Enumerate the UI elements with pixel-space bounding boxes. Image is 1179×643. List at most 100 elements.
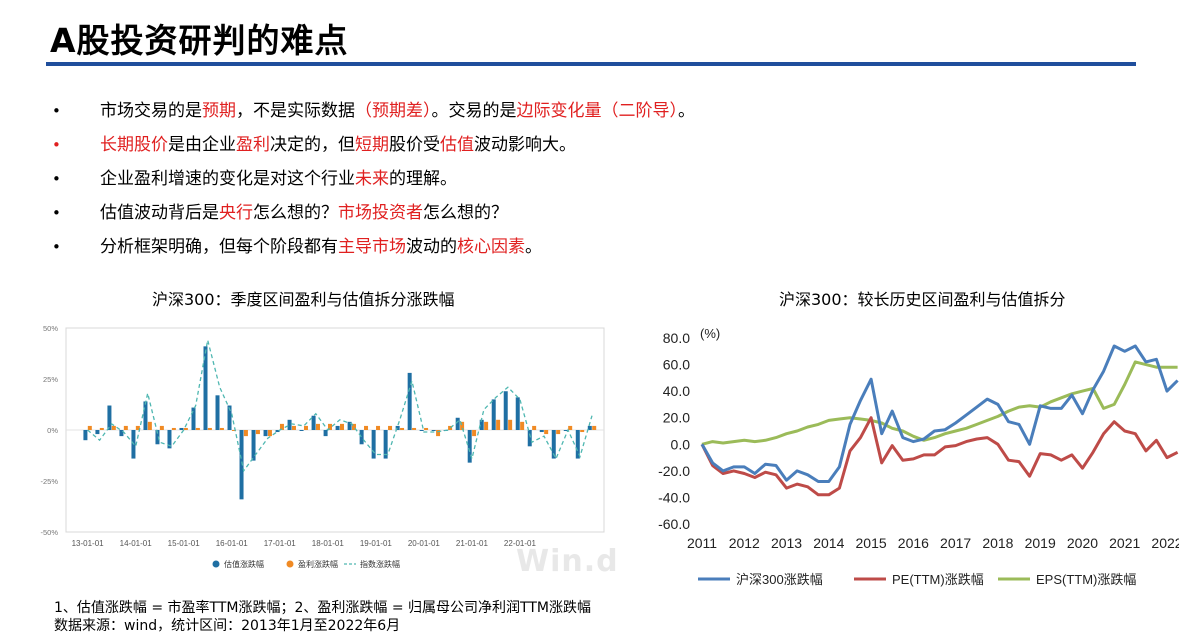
y-tick-label: -60.0 [658, 516, 690, 532]
bullet-text: 怎么想的？ [423, 203, 508, 223]
bullet-text: 波动影响大。 [474, 135, 576, 155]
bullet-text: 企业盈利增速的变化是对这个行业 [100, 169, 355, 189]
earnings-bar [147, 421, 152, 430]
earnings-bar [255, 430, 260, 435]
earnings-bar [99, 427, 104, 430]
bullet-text: 。交易的是 [431, 101, 517, 121]
earnings-bar [424, 427, 429, 430]
earnings-bar [496, 419, 501, 430]
earnings-bar [460, 421, 465, 430]
earnings-bar [472, 430, 477, 437]
earnings-bar [243, 430, 248, 437]
earnings-bar [544, 430, 549, 435]
bullet-text: 。 [678, 101, 695, 121]
y-tick-label: -20.0 [658, 463, 690, 479]
earnings-bar [400, 427, 405, 430]
x-tick-label: 2022 [1151, 535, 1179, 551]
legend-pe-label: PE(TTM)涨跌幅 [892, 572, 984, 587]
y-tick-label: 0% [47, 426, 58, 435]
valuation-bar [491, 399, 496, 430]
earnings-bar [267, 430, 272, 437]
bullet-item: • 分析框架明确，但每个阶段都有主导市场波动的核心因素。 [52, 232, 695, 266]
valuation-bar [95, 430, 100, 435]
bullet-text: 。 [525, 237, 542, 257]
y-tick-label: -50% [40, 528, 58, 537]
highlight-text: 边际变化量（二阶导） [516, 101, 679, 121]
earnings-bar [592, 425, 597, 430]
hs300-change-line [700, 344, 1179, 483]
earnings-bar [340, 423, 345, 430]
x-tick-label: 2020 [1067, 535, 1098, 551]
earnings-bar [171, 427, 176, 430]
valuation-bar [239, 430, 244, 500]
legend-eps-label: EPS(TTM)涨跌幅 [1036, 572, 1136, 587]
x-tick-label: 15-01-01 [168, 539, 201, 548]
right-chart-title: 沪深300：较长历史区间盈利与估值拆分 [779, 290, 1066, 309]
highlight-text: 估值 [440, 135, 474, 155]
earnings-bar [291, 425, 296, 430]
earnings-bar [556, 430, 561, 435]
x-tick-label: 2013 [771, 535, 802, 551]
valuation-bar [155, 430, 160, 445]
earnings-bar [484, 421, 489, 430]
valuation-bar [335, 425, 340, 430]
valuation-bar [227, 405, 232, 430]
bullet-text: ，不是实际数据 [236, 101, 355, 121]
bullet-text: 是由企业 [168, 135, 236, 155]
earnings-bar [123, 425, 128, 430]
valuation-bar [287, 419, 292, 430]
valuation-bar [167, 430, 172, 449]
valuation-bar [539, 430, 544, 433]
valuation-bar [299, 430, 304, 431]
valuation-bar [407, 372, 412, 430]
legend-valuation-marker [212, 560, 220, 568]
valuation-bar [251, 430, 256, 461]
highlight-text: 市场投资者 [338, 203, 423, 223]
bullet-item: • 企业盈利增速的变化是对这个行业未来的理解。 [52, 164, 695, 198]
pe-ttm-change-line [700, 416, 1179, 497]
x-tick-label: 2016 [898, 535, 929, 551]
bullet-text: 的理解。 [389, 169, 457, 189]
highlight-text: 未来 [355, 169, 389, 189]
earnings-bar [183, 427, 188, 430]
legend-valuation-label: 估值涨跌幅 [224, 559, 264, 569]
y-tick-label: 40.0 [663, 383, 690, 399]
long-history-decomposition-chart: 80.0 60.0 40.0 20.0 0.0 -20.0 -40.0 -60.0 (%) 201… [658, 326, 1179, 587]
x-tick-label: 2021 [1109, 535, 1140, 551]
legend-hs300-label: 沪深300涨跌幅 [736, 572, 823, 587]
bullet-text: 市场交易的是 [100, 101, 202, 121]
legend-index-label: 指数涨跌幅 [360, 559, 400, 569]
valuation-bar [563, 430, 568, 431]
earnings-bar [231, 430, 236, 431]
left-chart-title: 沪深300：季度区间盈利与估值拆分涨跌幅 [152, 290, 455, 309]
y-unit-label: (%) [700, 326, 720, 341]
valuation-bar [215, 395, 220, 430]
valuation-bar [119, 430, 124, 437]
bullet-item: • 市场交易的是预期，不是实际数据（预期差）。交易的是边际变化量（二阶导）。 [52, 96, 695, 130]
valuation-bar [371, 430, 376, 459]
valuation-bar [419, 430, 424, 431]
title-underline [46, 62, 1136, 66]
legend-earnings-marker [286, 560, 294, 568]
earnings-bar [111, 425, 116, 430]
valuation-bar [479, 419, 484, 430]
legend-earnings-label: 盈利涨跌幅 [298, 559, 338, 569]
earnings-bar [207, 427, 212, 430]
x-tick-label: 16-01-01 [216, 539, 249, 548]
valuation-bar [83, 430, 88, 441]
y-tick-label: 20.0 [663, 410, 690, 426]
bullet-text: 决定的，但 [270, 135, 355, 155]
earnings-bar [376, 425, 381, 430]
valuation-bar [323, 430, 328, 437]
highlight-text: 主导市场 [338, 237, 406, 257]
index-change-line [87, 340, 593, 473]
valuation-bar [527, 430, 532, 447]
x-tick-label: 2015 [856, 535, 887, 551]
valuation-bar [347, 421, 352, 430]
earnings-bar [315, 423, 320, 430]
y-tick-label: 50% [43, 324, 58, 333]
earnings-bar [364, 425, 369, 430]
valuation-bar [383, 430, 388, 459]
valuation-bar [587, 425, 592, 430]
earnings-bar [412, 427, 417, 430]
